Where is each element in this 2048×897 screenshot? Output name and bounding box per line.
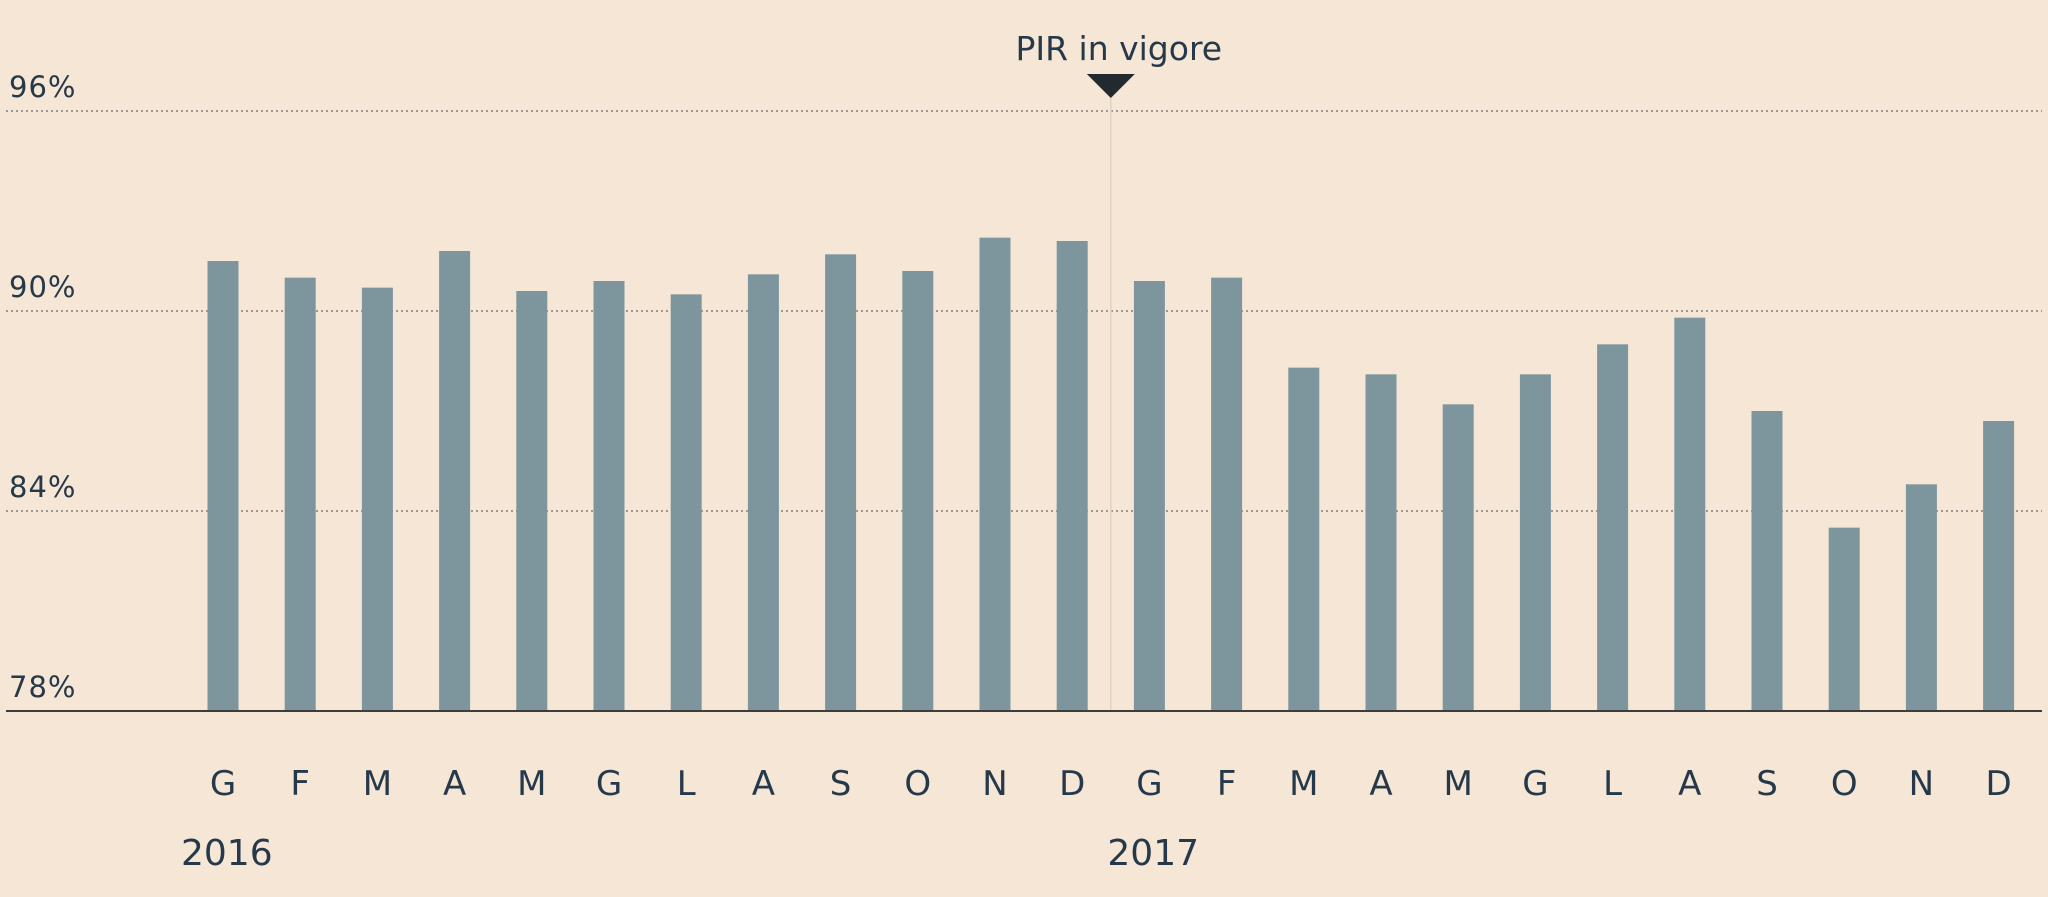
bar xyxy=(593,281,625,711)
x-tick-label: G xyxy=(210,764,236,804)
x-tick-label: A xyxy=(1369,764,1392,804)
y-tick-label: 90% xyxy=(9,270,76,304)
y-tick-label: 84% xyxy=(9,470,76,504)
bar xyxy=(1983,421,2015,711)
x-tick-label: G xyxy=(1522,764,1548,804)
x-tick-label: A xyxy=(443,764,466,804)
bar xyxy=(1597,344,1629,711)
x-tick-label: F xyxy=(1217,764,1237,804)
y-tick-label: 78% xyxy=(9,670,76,704)
labels: 78% 84% 90% 96% G F M A M G L A S O N D G F M A M G L A S O N D 2016… xyxy=(9,70,2012,874)
x-tick-label: S xyxy=(830,764,852,804)
bars xyxy=(207,237,2015,712)
bar xyxy=(516,291,548,711)
bar xyxy=(825,254,857,712)
year-label: 2016 xyxy=(181,833,273,874)
bar xyxy=(902,271,934,711)
x-tick-label: L xyxy=(677,764,696,804)
x-tick-label: N xyxy=(982,764,1007,804)
bar xyxy=(1828,527,1860,711)
y-tick-label: 96% xyxy=(9,70,76,104)
x-tick-label: M xyxy=(363,764,392,804)
x-tick-label: G xyxy=(596,764,622,804)
x-tick-label: M xyxy=(517,764,546,804)
x-tick-label: A xyxy=(752,764,775,804)
bar xyxy=(361,287,393,711)
x-tick-label: L xyxy=(1603,764,1622,804)
x-tick-label: N xyxy=(1909,764,1934,804)
bar xyxy=(1442,404,1474,711)
bar xyxy=(1905,484,1937,711)
x-tick-label: A xyxy=(1678,764,1701,804)
bar xyxy=(1288,367,1320,711)
x-tick-label: D xyxy=(1059,764,1085,804)
x-tick-label: G xyxy=(1136,764,1162,804)
bar xyxy=(1133,281,1165,711)
year-label: 2017 xyxy=(1107,833,1199,874)
x-tick-label: S xyxy=(1756,764,1778,804)
bar xyxy=(439,251,471,711)
bar xyxy=(284,277,316,711)
x-tick-label: D xyxy=(1986,764,2012,804)
bar xyxy=(1211,277,1243,711)
bar xyxy=(1365,374,1397,711)
bar xyxy=(1674,317,1706,711)
annotation: PIR in vigore xyxy=(1015,29,1222,98)
bar xyxy=(207,261,239,711)
bar xyxy=(670,294,702,711)
annotation-arrow xyxy=(1086,74,1135,98)
bar xyxy=(979,237,1011,711)
x-tick-label: F xyxy=(290,764,310,804)
x-tick-label: M xyxy=(1444,764,1473,804)
x-tick-label: M xyxy=(1289,764,1318,804)
bar xyxy=(747,274,779,711)
bar xyxy=(1519,374,1551,711)
x-tick-label: O xyxy=(904,764,931,804)
annotation-label: PIR in vigore xyxy=(1015,29,1222,68)
x-tick-label: O xyxy=(1831,764,1858,804)
bar xyxy=(1751,411,1783,711)
bar xyxy=(1056,241,1088,711)
